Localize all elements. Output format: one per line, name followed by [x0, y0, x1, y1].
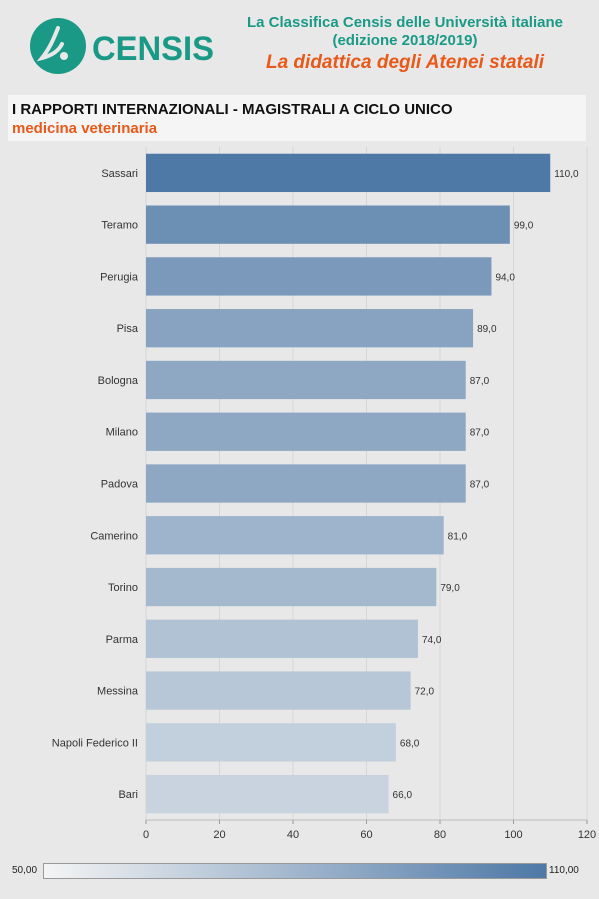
data-label: 94,0: [495, 272, 515, 283]
bar: [146, 360, 466, 400]
category-label: Sassari: [101, 168, 138, 180]
color-scale-legend: [43, 863, 547, 879]
chart-subtitle: medicina veterinaria: [12, 120, 158, 137]
bar: [146, 723, 396, 762]
x-tick-label: 40: [287, 829, 299, 841]
legend-max-label: 110,00: [549, 865, 579, 876]
data-label: 81,0: [448, 531, 468, 542]
x-tick-label: 60: [360, 829, 372, 841]
data-label: 87,0: [470, 428, 490, 439]
category-label: Parma: [106, 634, 139, 646]
heading-block: La Classifica Censis delle Università it…: [225, 14, 585, 76]
header: CENSIS La Classifica Censis delle Univer…: [0, 0, 599, 92]
category-label: Torino: [108, 582, 138, 594]
category-label: Napoli Federico II: [52, 737, 138, 749]
x-tick-label: 0: [143, 829, 149, 841]
bar: [146, 153, 551, 193]
censis-logo: CENSIS: [30, 18, 214, 74]
chart-title: I RAPPORTI INTERNAZIONALI - MAGISTRALI A…: [12, 101, 453, 118]
category-label: Bologna: [98, 375, 139, 387]
data-label: 79,0: [440, 583, 460, 594]
logo-text: CENSIS: [92, 30, 214, 68]
category-label: Messina: [97, 686, 139, 698]
data-label: 66,0: [393, 790, 413, 801]
category-label: Milano: [106, 427, 138, 439]
data-label: 110,0: [554, 169, 579, 180]
data-label: 72,0: [415, 687, 435, 698]
heading-line-3: La didattica degli Atenei statali: [265, 52, 545, 73]
x-tick-label: 100: [504, 829, 522, 841]
bar: [146, 516, 444, 555]
bar-chart: Sassari 110,0 Teramo 99,0 Perugia 94,0 Pisa 89,…: [52, 147, 596, 841]
data-label: 89,0: [477, 324, 497, 335]
bar: [146, 567, 437, 607]
bar: [146, 464, 466, 503]
bar: [146, 774, 389, 814]
category-label: Pisa: [117, 323, 139, 335]
category-label: Camerino: [90, 530, 138, 542]
chart-title-box: I RAPPORTI INTERNAZIONALI - MAGISTRALI A…: [8, 95, 586, 141]
data-label: 74,0: [422, 635, 442, 646]
category-label: Bari: [118, 789, 138, 801]
data-label: 99,0: [514, 221, 534, 232]
data-label: 87,0: [470, 480, 490, 491]
x-tick-label: 20: [213, 829, 225, 841]
heading-line-2: (edizione 2018/2019): [332, 32, 478, 49]
bar: [146, 671, 411, 710]
bar: [146, 412, 466, 451]
x-tick-label: 80: [434, 829, 446, 841]
bar: [146, 257, 492, 296]
bar: [146, 205, 510, 244]
x-tick-label: 120: [578, 829, 596, 841]
data-label: 87,0: [470, 376, 490, 387]
category-label: Padova: [101, 479, 139, 491]
category-label: Teramo: [101, 220, 138, 232]
data-label: 68,0: [400, 738, 420, 749]
legend-min-label: 50,00: [12, 865, 38, 876]
category-label: Perugia: [100, 271, 139, 283]
heading-line-1: La Classifica Censis delle Università it…: [247, 14, 563, 31]
bar: [146, 619, 418, 658]
bar: [146, 309, 474, 348]
